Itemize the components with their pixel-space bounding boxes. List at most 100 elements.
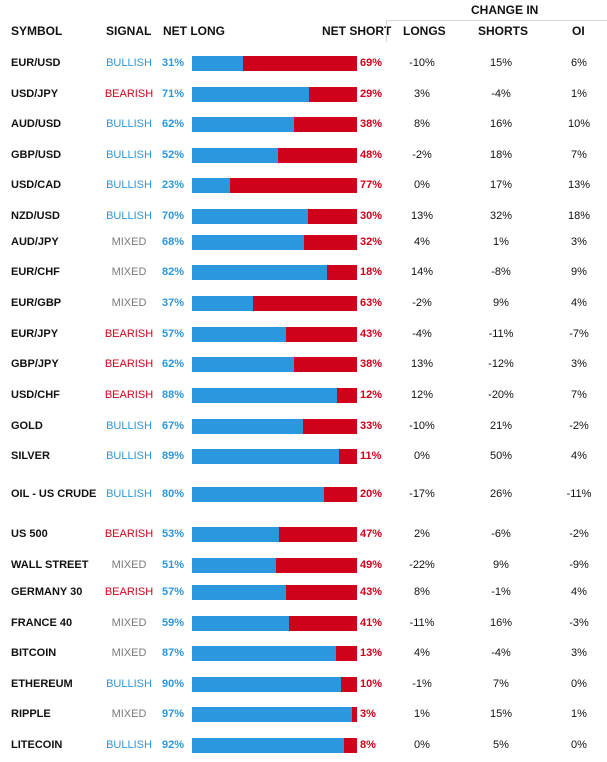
- symbol-cell[interactable]: EUR/CHF: [11, 266, 60, 278]
- symbol-cell[interactable]: OIL - US CRUDE: [11, 488, 97, 500]
- change-longs-cell: 8%: [414, 586, 430, 598]
- net-short-percent: 43%: [360, 586, 383, 598]
- net-short-percent: 30%: [360, 210, 383, 222]
- symbol-cell[interactable]: GBP/JPY: [11, 358, 59, 370]
- table-row: GERMANY 30 BEARISH 57% 43% 8% -1% 4%: [0, 579, 607, 605]
- net-short-percent: 38%: [360, 358, 383, 370]
- symbol-cell[interactable]: FRANCE 40: [11, 617, 73, 629]
- symbol-cell[interactable]: EUR/JPY: [11, 328, 59, 340]
- sentiment-bar: [192, 326, 357, 342]
- change-shorts-cell: -12%: [488, 358, 514, 370]
- net-long-fill: [192, 326, 287, 342]
- table-row: USD/CHF BEARISH 88% 12% 12% -20% 7%: [0, 382, 607, 408]
- net-long-fill: [192, 676, 341, 692]
- sentiment-bar: [192, 116, 357, 132]
- change-shorts-cell: -8%: [491, 266, 511, 278]
- table-row: GBP/USD BULLISH 52% 48% -2% 18% 7%: [0, 142, 607, 168]
- net-long-percent: 87%: [162, 647, 185, 659]
- symbol-cell[interactable]: EUR/USD: [11, 57, 61, 69]
- sentiment-bar: [192, 526, 357, 542]
- header-signal: SIGNAL: [106, 24, 152, 38]
- symbol-cell[interactable]: WALL STREET: [11, 559, 89, 571]
- table-row: OIL - US CRUDE BULLISH 80% 20% -17% 26% -11%: [0, 474, 607, 514]
- net-long-percent: 52%: [162, 149, 185, 161]
- table-row: WALL STREET MIXED 51% 49% -22% 9% -9%: [0, 552, 607, 578]
- change-oi-cell: 4%: [571, 297, 587, 309]
- change-oi-cell: -7%: [569, 328, 589, 340]
- symbol-cell[interactable]: USD/JPY: [11, 88, 59, 100]
- symbol-cell[interactable]: USD/CHF: [11, 389, 60, 401]
- table-row: FRANCE 40 MIXED 59% 41% -11% 16% -3%: [0, 610, 607, 636]
- net-long-fill: [192, 387, 338, 403]
- change-shorts-cell: -6%: [491, 528, 511, 540]
- table-row: NZD/USD BULLISH 70% 30% 13% 32% 18%: [0, 203, 607, 229]
- change-oi-cell: 13%: [567, 179, 591, 191]
- change-shorts-cell: 5%: [493, 739, 509, 751]
- symbol-cell[interactable]: AUD/USD: [11, 118, 62, 130]
- sentiment-bar: [192, 737, 357, 753]
- change-oi-cell: 7%: [571, 389, 587, 401]
- change-oi-cell: 10%: [567, 118, 591, 130]
- change-shorts-cell: 26%: [489, 488, 513, 500]
- change-longs-cell: -22%: [409, 559, 435, 571]
- table-row: EUR/JPY BEARISH 57% 43% -4% -11% -7%: [0, 321, 607, 347]
- change-oi-cell: 6%: [571, 57, 587, 69]
- symbol-cell[interactable]: USD/CAD: [11, 179, 62, 191]
- net-long-percent: 70%: [162, 210, 185, 222]
- symbol-cell[interactable]: GOLD: [11, 420, 43, 432]
- symbol-cell[interactable]: AUD/JPY: [11, 236, 59, 248]
- change-longs-cell: 13%: [410, 358, 434, 370]
- table-row: US 500 BEARISH 53% 47% 2% -6% -2%: [0, 521, 607, 547]
- sentiment-bar: [192, 208, 357, 224]
- change-oi-cell: 0%: [571, 678, 587, 690]
- net-long-percent: 37%: [162, 297, 185, 309]
- net-long-fill: [192, 737, 344, 753]
- signal-cell: BULLISH: [106, 420, 152, 432]
- change-shorts-cell: -4%: [491, 647, 511, 659]
- change-longs-cell: -4%: [412, 328, 432, 340]
- symbol-cell[interactable]: GERMANY 30: [11, 586, 83, 598]
- net-short-percent: 47%: [360, 528, 383, 540]
- change-oi-cell: 1%: [571, 708, 587, 720]
- table-row: SILVER BULLISH 89% 11% 0% 50% 4%: [0, 443, 607, 469]
- net-long-fill: [192, 264, 328, 280]
- signal-cell: MIXED: [111, 266, 147, 278]
- net-long-fill: [192, 526, 280, 542]
- change-shorts-cell: 15%: [489, 708, 513, 720]
- signal-cell: BULLISH: [106, 57, 152, 69]
- net-long-fill: [192, 645, 336, 661]
- net-short-percent: 18%: [360, 266, 383, 278]
- signal-cell: MIXED: [111, 236, 147, 248]
- net-long-fill: [192, 615, 290, 631]
- symbol-cell[interactable]: NZD/USD: [11, 210, 60, 222]
- net-short-percent: 10%: [360, 678, 383, 690]
- sentiment-bar: [192, 486, 357, 502]
- symbol-cell[interactable]: RIPPLE: [11, 708, 51, 720]
- sentiment-bar: [192, 584, 357, 600]
- change-oi-cell: 18%: [567, 210, 591, 222]
- signal-cell: BEARISH: [104, 586, 154, 598]
- symbol-cell[interactable]: BITCOIN: [11, 647, 57, 659]
- net-long-fill: [192, 177, 230, 193]
- symbol-cell[interactable]: GBP/USD: [11, 149, 62, 161]
- sentiment-bar: [192, 387, 357, 403]
- change-longs-cell: 2%: [414, 528, 430, 540]
- symbol-cell[interactable]: EUR/GBP: [11, 297, 62, 309]
- sentiment-bar: [192, 676, 357, 692]
- change-longs-cell: 12%: [410, 389, 434, 401]
- symbol-cell[interactable]: US 500: [11, 528, 48, 540]
- change-oi-cell: 3%: [571, 236, 587, 248]
- header-oi: OI: [572, 24, 585, 38]
- net-long-percent: 62%: [162, 118, 185, 130]
- symbol-cell[interactable]: ETHEREUM: [11, 678, 73, 690]
- signal-cell: BULLISH: [106, 179, 152, 191]
- net-long-percent: 67%: [162, 420, 185, 432]
- signal-cell: BULLISH: [106, 210, 152, 222]
- sentiment-bar: [192, 177, 357, 193]
- table-row: EUR/GBP MIXED 37% 63% -2% 9% 4%: [0, 290, 607, 316]
- change-oi-cell: 9%: [571, 266, 587, 278]
- symbol-cell[interactable]: SILVER: [11, 450, 50, 462]
- net-long-fill: [192, 295, 254, 311]
- symbol-cell[interactable]: LITECOIN: [11, 739, 63, 751]
- header-shorts: SHORTS: [478, 24, 529, 38]
